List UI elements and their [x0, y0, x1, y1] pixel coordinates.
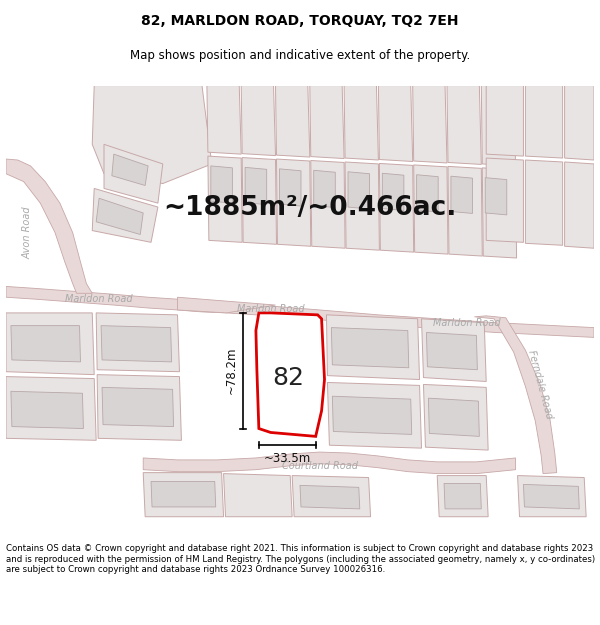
Text: Marldon Road: Marldon Road — [65, 294, 133, 304]
Polygon shape — [104, 144, 163, 203]
Polygon shape — [97, 374, 181, 440]
Polygon shape — [565, 162, 594, 248]
Polygon shape — [245, 168, 266, 204]
Polygon shape — [344, 86, 379, 160]
Polygon shape — [143, 472, 224, 517]
Polygon shape — [280, 169, 301, 206]
Polygon shape — [523, 484, 580, 509]
Polygon shape — [102, 388, 173, 427]
Text: ~33.5m: ~33.5m — [263, 452, 311, 465]
Polygon shape — [211, 166, 232, 203]
Polygon shape — [92, 189, 158, 242]
Polygon shape — [379, 164, 413, 252]
Polygon shape — [444, 483, 481, 509]
Polygon shape — [332, 396, 412, 434]
Polygon shape — [311, 161, 345, 248]
Text: Marldon Road: Marldon Road — [433, 318, 500, 328]
Polygon shape — [482, 168, 517, 258]
Polygon shape — [11, 326, 80, 362]
Polygon shape — [11, 391, 83, 429]
Polygon shape — [413, 165, 448, 254]
Polygon shape — [422, 319, 486, 381]
Polygon shape — [268, 329, 309, 357]
Polygon shape — [331, 328, 409, 367]
Polygon shape — [6, 313, 94, 374]
Text: Map shows position and indicative extent of the property.: Map shows position and indicative extent… — [130, 49, 470, 62]
Polygon shape — [451, 176, 472, 213]
Text: Contains OS data © Crown copyright and database right 2021. This information is : Contains OS data © Crown copyright and d… — [6, 544, 595, 574]
Polygon shape — [427, 332, 478, 370]
Polygon shape — [96, 198, 143, 234]
Polygon shape — [526, 86, 563, 158]
Polygon shape — [328, 382, 422, 448]
Polygon shape — [208, 156, 242, 242]
Polygon shape — [92, 86, 212, 184]
Polygon shape — [96, 313, 179, 372]
Polygon shape — [277, 159, 311, 246]
Polygon shape — [6, 377, 96, 440]
Polygon shape — [310, 86, 344, 159]
Polygon shape — [481, 86, 515, 166]
Polygon shape — [6, 286, 227, 313]
Text: ~1885m²/~0.466ac.: ~1885m²/~0.466ac. — [163, 195, 457, 221]
Text: ~78.2m: ~78.2m — [224, 347, 237, 394]
Polygon shape — [242, 158, 277, 244]
Polygon shape — [314, 170, 335, 208]
Polygon shape — [475, 316, 557, 474]
Text: 82: 82 — [272, 366, 304, 389]
Polygon shape — [379, 86, 413, 161]
Polygon shape — [428, 398, 479, 436]
Text: Courtland Road: Courtland Road — [281, 461, 358, 471]
Polygon shape — [101, 326, 172, 362]
Polygon shape — [268, 362, 309, 381]
Polygon shape — [565, 86, 594, 160]
Polygon shape — [241, 86, 275, 156]
Polygon shape — [292, 476, 371, 517]
Polygon shape — [6, 159, 92, 293]
Polygon shape — [326, 315, 419, 379]
Polygon shape — [416, 175, 438, 212]
Polygon shape — [382, 173, 404, 211]
Polygon shape — [227, 303, 594, 338]
Polygon shape — [485, 177, 507, 215]
Polygon shape — [178, 298, 275, 313]
Polygon shape — [437, 476, 488, 517]
Polygon shape — [300, 486, 360, 509]
Text: Avon Road: Avon Road — [23, 206, 32, 259]
Polygon shape — [348, 172, 370, 209]
Polygon shape — [526, 160, 563, 245]
Text: Ferndale Road: Ferndale Road — [526, 349, 554, 420]
Polygon shape — [424, 384, 488, 450]
Polygon shape — [143, 452, 515, 474]
Text: 82, MARLDON ROAD, TORQUAY, TQ2 7EH: 82, MARLDON ROAD, TORQUAY, TQ2 7EH — [141, 14, 459, 28]
Polygon shape — [275, 86, 310, 157]
Polygon shape — [486, 86, 523, 156]
Polygon shape — [151, 481, 216, 507]
Polygon shape — [345, 162, 379, 250]
Polygon shape — [486, 158, 523, 242]
Polygon shape — [207, 86, 241, 154]
Polygon shape — [224, 474, 292, 517]
Text: Marldon Road: Marldon Road — [237, 304, 304, 314]
Polygon shape — [112, 154, 148, 186]
Polygon shape — [448, 166, 482, 256]
Polygon shape — [447, 86, 481, 164]
Polygon shape — [413, 86, 447, 163]
Polygon shape — [518, 476, 586, 517]
Polygon shape — [256, 313, 325, 436]
